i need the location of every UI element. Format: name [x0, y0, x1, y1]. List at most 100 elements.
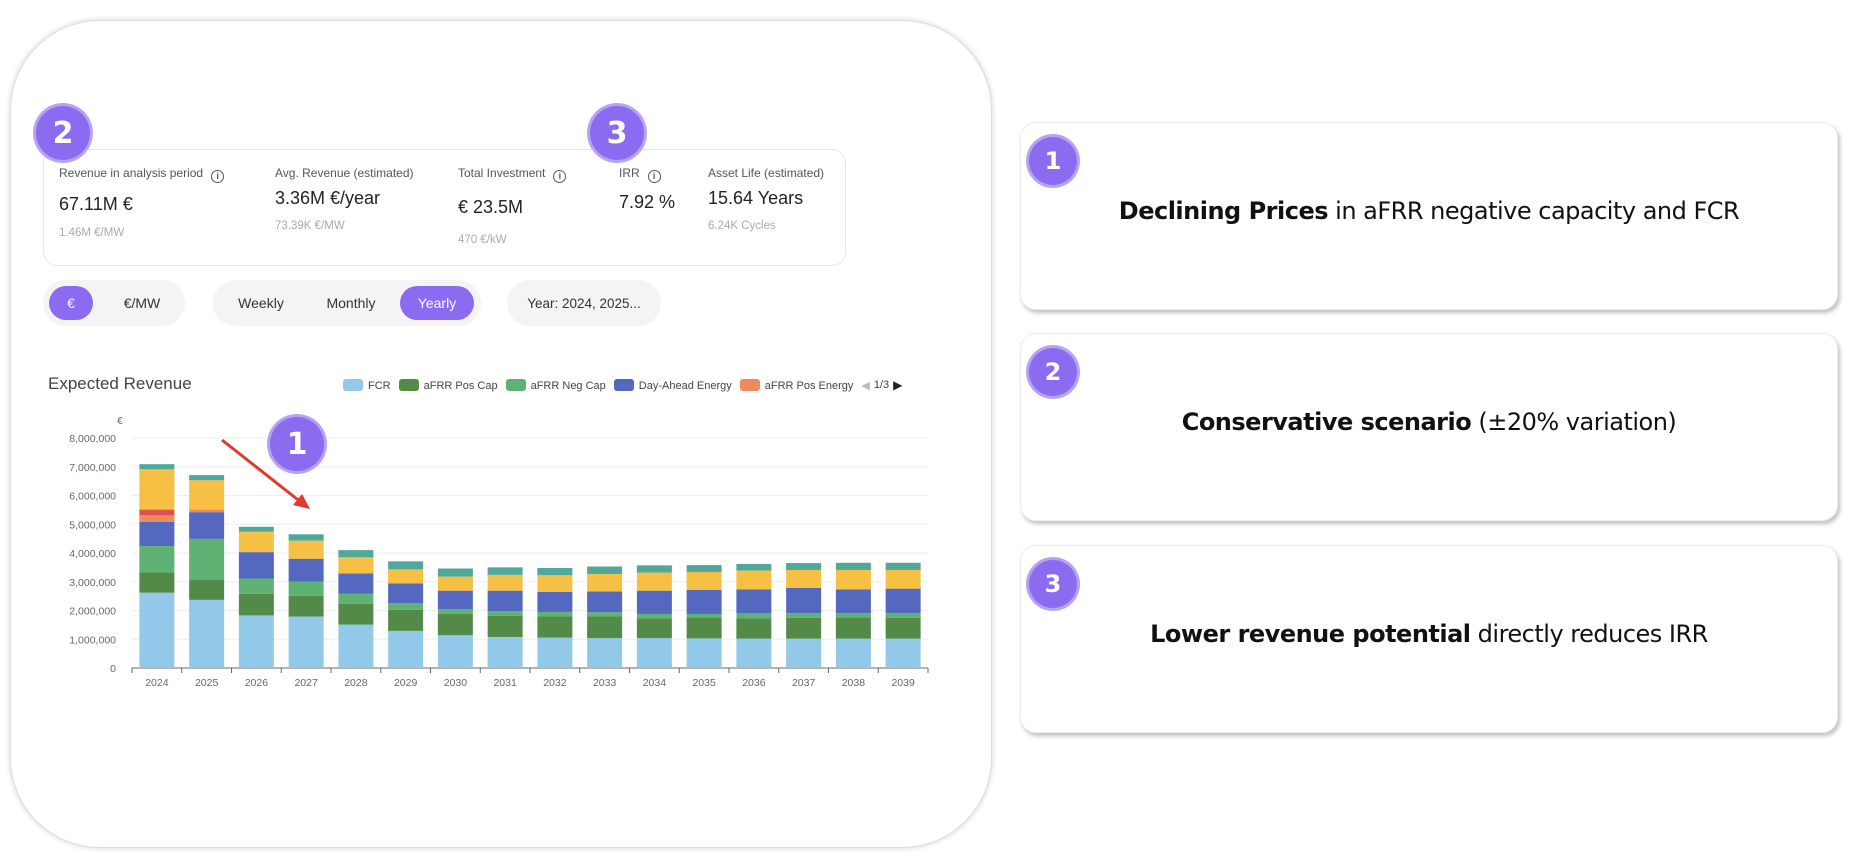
legend-label: aFRR Neg Cap — [530, 379, 606, 392]
legend-item-afrr-pos-cap[interactable]: aFRR Pos Cap — [398, 378, 498, 392]
kpi-value: 3.36M €/year — [275, 188, 381, 208]
bar-segment — [288, 595, 324, 617]
x-tick-label: 2035 — [692, 677, 716, 689]
y-tick-label: 1,000,000 — [69, 634, 116, 646]
x-tick-label: 2033 — [593, 677, 617, 689]
info-icon[interactable]: i — [211, 170, 225, 183]
bar-segment — [636, 572, 672, 591]
card-badge: 2 — [1029, 348, 1077, 396]
bar-segment — [636, 618, 672, 639]
legend-prev-icon[interactable]: ◀ — [861, 379, 870, 392]
x-tick-label: 2028 — [344, 677, 368, 689]
period-option-monthly[interactable]: Monthly — [326, 295, 376, 311]
legend-item-day-ahead-energy[interactable]: Day-Ahead Energy — [613, 378, 732, 392]
period-toggle: Weekly Monthly Yearly — [213, 280, 481, 326]
bar-segment — [587, 612, 623, 617]
bar-segment — [189, 538, 225, 581]
unit-option-eur[interactable]: € — [49, 286, 93, 320]
bar-segment — [587, 573, 623, 592]
bar-segment — [686, 613, 722, 618]
bar-segment — [487, 590, 523, 612]
bar-segment — [686, 589, 722, 614]
legend-swatch — [398, 378, 419, 391]
bar-segment — [835, 589, 871, 614]
bar-segment — [189, 480, 225, 510]
chart-title: Expected Revenue — [48, 374, 192, 393]
period-option-weekly[interactable]: Weekly — [238, 295, 284, 311]
legend-item-afrr-neg-cap[interactable]: aFRR Neg Cap — [505, 378, 606, 392]
legend-next-icon[interactable]: ▶ — [893, 378, 903, 392]
legend-swatch — [613, 378, 634, 391]
annotation-arrow-icon — [221, 438, 303, 505]
insight-card-2: 2 Conservative scenario (±20% variation) — [1020, 333, 1838, 521]
callout-badge-2: 2 — [36, 106, 90, 160]
legend-label: FCR — [368, 379, 391, 392]
x-tick-label: 2034 — [643, 677, 667, 689]
bar-segment — [338, 550, 374, 558]
bar-segment — [338, 573, 374, 594]
bar-segment — [288, 534, 324, 541]
bar-segment — [736, 570, 772, 590]
legend-label: aFRR Pos Cap — [423, 379, 498, 392]
bar-segment — [786, 617, 822, 639]
bar-segment — [238, 526, 274, 532]
bar-segment — [388, 569, 424, 584]
card-badge: 1 — [1029, 137, 1077, 185]
y-tick-label: 3,000,000 — [69, 577, 116, 589]
bar-segment — [786, 569, 822, 588]
callout-badge-1: 1 — [270, 417, 324, 471]
bar-segment — [189, 599, 225, 668]
bar-segment — [587, 566, 623, 574]
bar-segment — [835, 638, 871, 668]
bar-segment — [835, 617, 871, 639]
card-bold-text: Declining Prices — [1118, 197, 1329, 225]
x-tick-label: 2026 — [245, 677, 269, 689]
bar-segment — [238, 615, 274, 668]
kpi-value: 15.64 Years — [708, 188, 804, 208]
callout-badge-3: 3 — [590, 106, 644, 160]
period-option-yearly[interactable]: Yearly — [400, 286, 474, 320]
legend-swatch — [739, 378, 760, 391]
bar-segment — [885, 588, 921, 614]
legend-label: aFRR Pos Energy — [764, 379, 854, 392]
y-tick-label: 0 — [110, 663, 116, 675]
bar-segment — [537, 616, 573, 638]
unit-toggle: € €/MW — [43, 280, 185, 326]
legend-item-afrr-pos-energy[interactable]: aFRR Pos Energy — [739, 378, 854, 392]
year-filter-dropdown[interactable]: Year: 2024, 2025... — [507, 280, 661, 326]
bar-segment — [636, 590, 672, 614]
bar-segment — [487, 615, 523, 637]
bar-segment — [835, 569, 871, 590]
x-tick-label: 2036 — [742, 677, 766, 689]
bar-segment — [736, 638, 772, 668]
bar-segment — [238, 531, 274, 553]
unit-option-eur-per-mw[interactable]: €/MW — [123, 295, 161, 311]
bar-segment — [437, 568, 473, 577]
bar-segment — [736, 618, 772, 639]
bar-segment — [189, 509, 225, 513]
y-tick-label: 7,000,000 — [69, 462, 116, 474]
bar-segment — [587, 638, 623, 668]
card-text: in aFRR negative capacity and FCR — [1328, 197, 1740, 225]
x-tick-label: 2030 — [444, 677, 468, 689]
bar-segment — [139, 572, 175, 593]
kpi-label: Total Investment — [458, 166, 546, 180]
bar-segment — [686, 638, 722, 668]
bar-segment — [487, 574, 523, 591]
kpi-value: 67.11M € — [59, 194, 133, 214]
info-icon[interactable]: i — [647, 170, 661, 183]
card-badge: 3 — [1029, 560, 1077, 608]
legend-swatch — [505, 378, 526, 391]
card-text: directly reduces IRR — [1470, 620, 1709, 648]
x-tick-label: 2029 — [394, 677, 418, 689]
insight-card-1: 1 Declining Prices in aFRR negative capa… — [1020, 122, 1838, 310]
bar-segment — [338, 624, 374, 668]
kpi-value: 7.92 % — [619, 192, 676, 212]
bar-segment — [437, 590, 473, 610]
info-icon[interactable]: i — [553, 170, 567, 183]
legend-item-fcr[interactable]: FCR — [343, 378, 391, 392]
bar-segment — [537, 567, 573, 576]
bar-segment — [537, 637, 573, 668]
bar-segment — [636, 613, 672, 619]
y-tick-label: 8,000,000 — [69, 433, 116, 445]
